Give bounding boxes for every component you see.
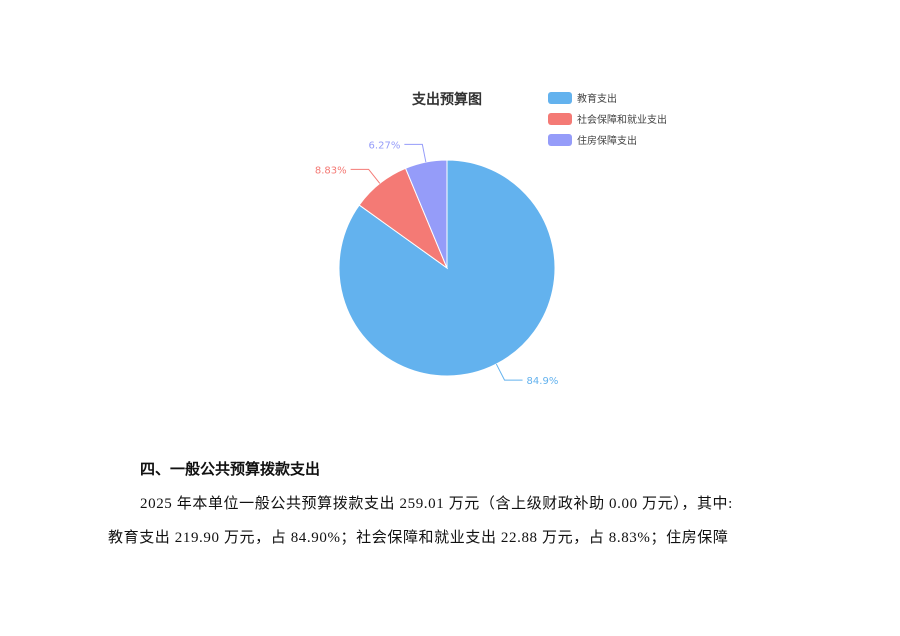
legend-swatch[interactable]: [548, 134, 572, 146]
paragraph-line-2: 教育支出 219.90 万元，占 84.90%；社会保障和就业支出 22.88 …: [108, 530, 729, 546]
legend-item[interactable]: 教育支出: [577, 92, 617, 105]
section-heading: 四、一般公共预算拨款支出: [140, 460, 321, 478]
label-leader-line: [495, 363, 523, 381]
data-label: 6.27%: [369, 140, 401, 151]
label-leader-line: [350, 168, 381, 184]
legend-swatch[interactable]: [548, 92, 572, 104]
legend-item[interactable]: 住房保障支出: [577, 134, 637, 147]
chart-title: 支出预算图: [411, 91, 482, 108]
legend-item[interactable]: 社会保障和就业支出: [577, 113, 667, 126]
paragraph-line-1: 2025 年本单位一般公共预算拨款支出 259.01 万元（含上级财政补助 0.…: [140, 496, 733, 512]
legend-swatch[interactable]: [548, 113, 572, 125]
pie-slice: [338, 159, 556, 377]
data-label: 84.9%: [527, 376, 559, 387]
label-leader-line: [404, 143, 427, 163]
pie-slice: [404, 159, 448, 269]
data-label: 8.83%: [315, 165, 347, 176]
